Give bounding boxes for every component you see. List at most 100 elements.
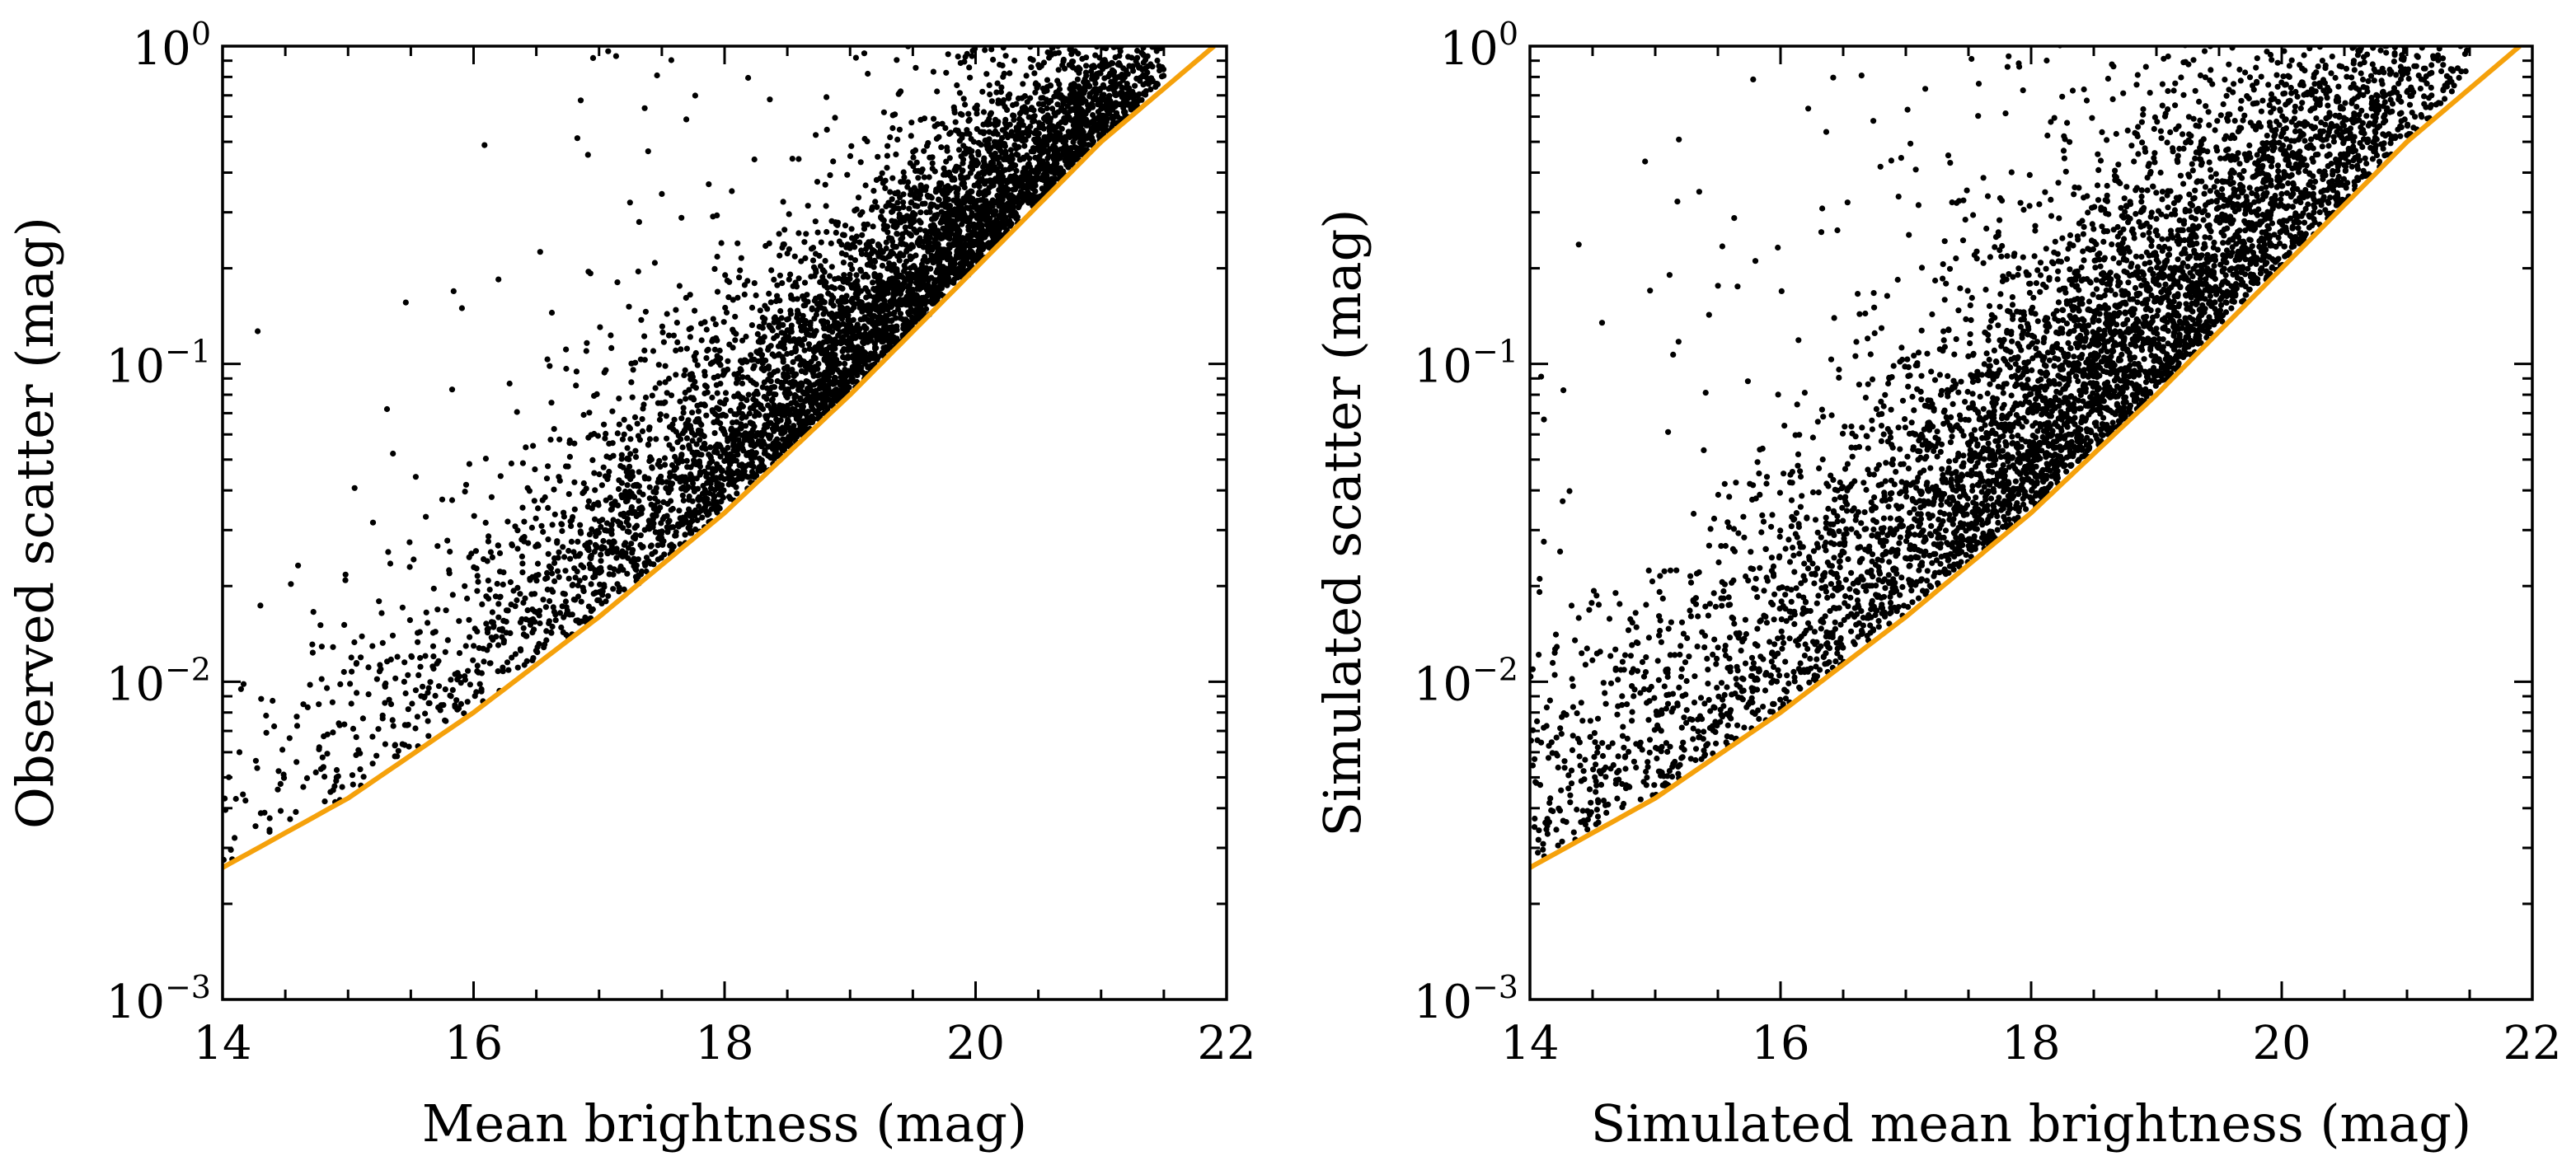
data-point xyxy=(980,121,987,128)
data-point xyxy=(801,347,808,353)
data-point xyxy=(748,357,755,363)
data-point xyxy=(603,520,611,527)
data-point xyxy=(966,116,973,123)
data-point xyxy=(898,219,904,226)
data-point xyxy=(904,283,911,290)
data-point xyxy=(562,463,570,470)
data-point xyxy=(747,405,754,411)
data-point xyxy=(692,507,699,514)
data-point xyxy=(967,199,974,205)
data-point xyxy=(990,234,997,241)
data-point xyxy=(390,450,396,457)
data-point xyxy=(717,475,724,481)
data-point xyxy=(635,556,641,563)
data-point xyxy=(401,678,407,686)
data-point xyxy=(1073,153,1080,160)
data-point xyxy=(538,522,545,529)
data-point xyxy=(796,413,803,419)
data-point xyxy=(630,367,636,373)
data-point xyxy=(270,697,276,705)
data-point xyxy=(862,246,869,252)
data-point xyxy=(676,508,683,514)
data-point xyxy=(435,683,443,690)
data-point xyxy=(962,101,969,108)
data-point xyxy=(636,469,642,475)
data-point xyxy=(274,786,281,793)
data-point xyxy=(523,633,529,639)
data-point xyxy=(682,519,688,526)
data-point xyxy=(686,442,692,449)
data-point xyxy=(863,286,870,293)
data-point xyxy=(811,415,818,423)
data-point xyxy=(382,700,388,706)
data-point xyxy=(651,260,659,266)
data-point xyxy=(811,330,818,337)
data-point xyxy=(636,511,642,518)
data-point xyxy=(1002,143,1008,149)
data-point xyxy=(1011,116,1017,124)
data-point xyxy=(1060,56,1067,63)
data-point xyxy=(950,197,957,204)
data-point xyxy=(894,199,901,206)
data-point xyxy=(994,192,1001,199)
data-point xyxy=(857,266,864,273)
data-point xyxy=(923,269,930,276)
data-point xyxy=(500,639,507,646)
data-point xyxy=(1145,81,1152,87)
data-point xyxy=(923,143,931,149)
data-point xyxy=(404,722,411,728)
data-point xyxy=(527,577,533,583)
data-point xyxy=(1061,115,1067,122)
data-point xyxy=(992,116,999,123)
data-point xyxy=(842,389,848,396)
data-point xyxy=(748,459,755,466)
data-point xyxy=(629,394,636,400)
data-point xyxy=(732,313,739,320)
data-point xyxy=(492,593,500,600)
data-point xyxy=(258,695,265,702)
data-point xyxy=(872,345,879,352)
data-point xyxy=(349,772,356,779)
data-point xyxy=(842,251,849,258)
data-point xyxy=(741,291,748,297)
data-point xyxy=(840,260,847,266)
data-point xyxy=(903,241,909,248)
data-point xyxy=(820,311,827,317)
data-point xyxy=(534,610,541,616)
data-point xyxy=(518,647,524,654)
data-point xyxy=(842,222,849,229)
data-point xyxy=(495,668,501,675)
data-point xyxy=(715,373,721,380)
data-point xyxy=(1008,129,1015,135)
data-point xyxy=(1158,73,1166,80)
data-point xyxy=(350,725,357,733)
data-point xyxy=(1028,64,1035,71)
data-point xyxy=(798,357,805,363)
data-point xyxy=(1020,122,1026,129)
data-point xyxy=(331,783,338,789)
data-point xyxy=(1067,157,1074,165)
data-point xyxy=(657,411,664,418)
data-point xyxy=(795,275,802,282)
data-point xyxy=(471,643,477,649)
data-point xyxy=(691,488,698,495)
data-point xyxy=(1084,135,1091,142)
data-point xyxy=(805,203,811,209)
data-point xyxy=(969,53,975,59)
data-point xyxy=(698,321,705,327)
data-point xyxy=(769,351,776,358)
data-point xyxy=(287,816,293,822)
data-point xyxy=(568,522,575,530)
data-point xyxy=(353,751,359,759)
data-point xyxy=(835,275,842,282)
data-point xyxy=(988,46,995,53)
data-point xyxy=(852,291,859,297)
data-point xyxy=(577,522,584,528)
data-point xyxy=(756,455,763,462)
data-point xyxy=(1011,112,1017,119)
data-point xyxy=(696,460,703,466)
data-point xyxy=(384,658,391,665)
data-point xyxy=(575,593,582,600)
data-point xyxy=(981,160,988,166)
data-point xyxy=(563,365,570,372)
